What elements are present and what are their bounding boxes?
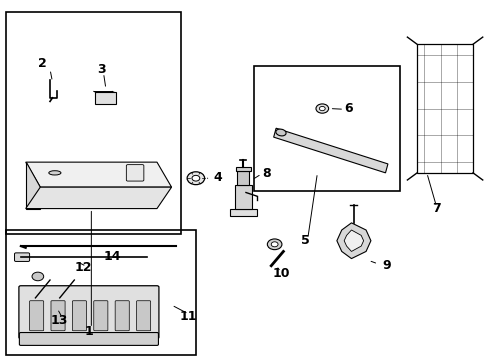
FancyBboxPatch shape — [136, 301, 150, 331]
FancyBboxPatch shape — [95, 92, 116, 104]
Ellipse shape — [275, 129, 285, 136]
Circle shape — [267, 239, 282, 249]
Text: 4: 4 — [213, 171, 222, 184]
Text: 2: 2 — [38, 57, 47, 71]
Bar — [6, 12, 181, 234]
Ellipse shape — [49, 171, 61, 175]
Text: 5: 5 — [300, 234, 309, 247]
Polygon shape — [26, 162, 171, 187]
Polygon shape — [26, 187, 171, 208]
Polygon shape — [336, 223, 370, 258]
Text: 1: 1 — [84, 325, 93, 338]
FancyBboxPatch shape — [19, 286, 159, 339]
Text: 12: 12 — [74, 261, 92, 274]
Text: 9: 9 — [382, 259, 390, 272]
Text: 10: 10 — [272, 267, 289, 280]
Bar — [254, 66, 399, 191]
Polygon shape — [273, 128, 387, 173]
Text: 3: 3 — [97, 63, 105, 76]
FancyBboxPatch shape — [115, 301, 129, 331]
Bar — [229, 208, 256, 216]
FancyBboxPatch shape — [20, 333, 158, 345]
Text: 7: 7 — [431, 202, 440, 215]
Circle shape — [271, 242, 278, 247]
FancyBboxPatch shape — [30, 301, 43, 331]
Circle shape — [32, 272, 43, 281]
Text: 14: 14 — [103, 250, 121, 263]
FancyBboxPatch shape — [72, 301, 86, 331]
Text: 11: 11 — [180, 310, 197, 323]
Bar — [237, 171, 249, 185]
FancyBboxPatch shape — [126, 165, 143, 181]
Circle shape — [315, 104, 328, 113]
FancyBboxPatch shape — [94, 301, 108, 331]
Polygon shape — [26, 162, 40, 208]
FancyBboxPatch shape — [15, 253, 30, 261]
Circle shape — [187, 172, 204, 185]
Circle shape — [319, 107, 325, 111]
FancyBboxPatch shape — [51, 301, 65, 331]
Bar — [234, 185, 251, 208]
Bar — [6, 230, 196, 355]
Text: 6: 6 — [344, 102, 353, 115]
Bar — [235, 167, 250, 171]
Polygon shape — [344, 230, 363, 251]
Text: 13: 13 — [50, 314, 67, 327]
Text: 8: 8 — [262, 167, 270, 180]
Circle shape — [192, 175, 200, 181]
